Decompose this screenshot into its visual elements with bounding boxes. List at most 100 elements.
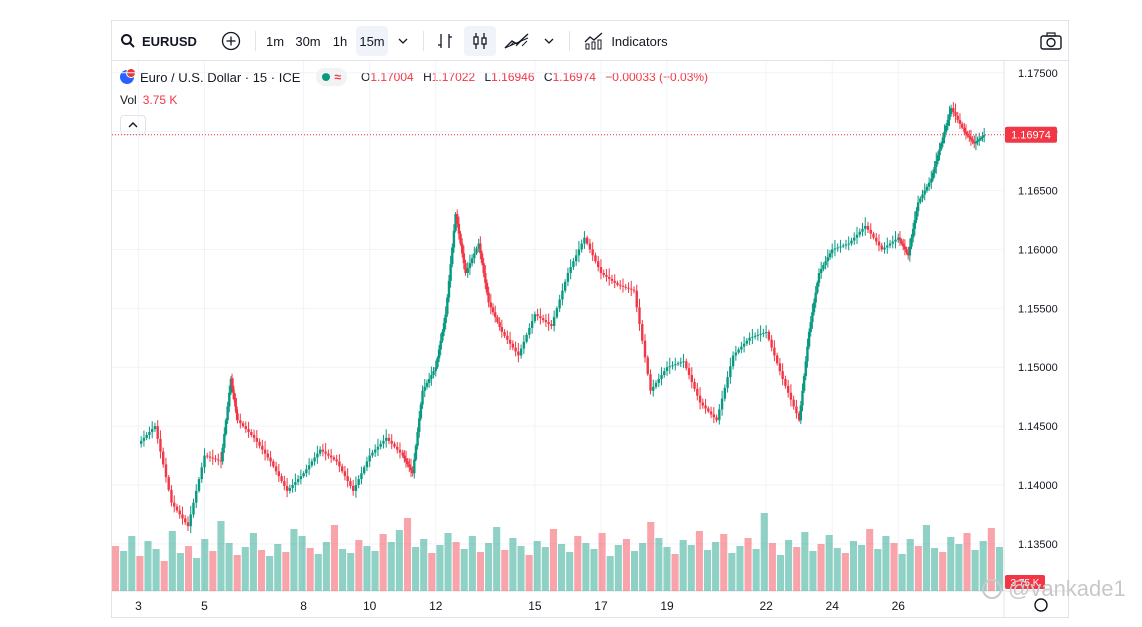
close-key: C bbox=[543, 70, 553, 84]
compare-symbol-button[interactable] bbox=[216, 26, 246, 56]
change-value: −0.00033 (−0.03%) bbox=[605, 70, 709, 84]
candle-body bbox=[799, 405, 803, 421]
search-icon bbox=[121, 34, 135, 48]
volume-bar bbox=[606, 556, 614, 591]
candle-body bbox=[974, 142, 978, 144]
candle-body bbox=[891, 241, 894, 244]
volume-bar bbox=[622, 539, 630, 591]
settings-icon[interactable] bbox=[1034, 598, 1048, 612]
toolbar-separator bbox=[569, 31, 570, 51]
candle-body bbox=[911, 228, 915, 238]
candle-body bbox=[217, 459, 220, 461]
candle-body bbox=[940, 143, 943, 150]
volume-bar bbox=[614, 545, 622, 591]
volume-bar bbox=[598, 533, 606, 591]
candle-body bbox=[219, 460, 223, 462]
candle-body bbox=[789, 392, 793, 400]
chevron-down-icon bbox=[544, 38, 554, 44]
candle-body bbox=[943, 131, 946, 138]
candle-body bbox=[390, 440, 393, 444]
candle-body bbox=[632, 289, 636, 291]
volume-bar bbox=[768, 543, 776, 591]
candle-body bbox=[346, 476, 349, 482]
open-key: O bbox=[360, 70, 371, 84]
candle-body bbox=[908, 246, 912, 256]
interval-30m[interactable]: 30m bbox=[295, 33, 321, 49]
candle-body bbox=[869, 229, 872, 234]
volume-bar bbox=[347, 553, 355, 591]
candle-body bbox=[712, 414, 716, 418]
volume-bar bbox=[485, 543, 493, 591]
candle-body bbox=[411, 470, 414, 474]
candle-body bbox=[522, 341, 526, 349]
market-open-icon bbox=[322, 73, 331, 81]
candle-body bbox=[652, 386, 655, 391]
candle-body bbox=[473, 253, 476, 259]
volume-bar bbox=[776, 555, 785, 591]
candle-body bbox=[844, 244, 848, 246]
candle-body bbox=[181, 514, 184, 519]
candle-body bbox=[797, 413, 801, 421]
volume-bar bbox=[160, 561, 168, 591]
volume-bar bbox=[995, 547, 1003, 591]
candle-body bbox=[591, 249, 594, 256]
candle-body bbox=[826, 257, 830, 262]
candle-body bbox=[291, 485, 294, 488]
candle-body bbox=[439, 340, 442, 350]
volume-bar bbox=[241, 547, 249, 591]
x-tick-label: 5 bbox=[201, 599, 208, 613]
candle-body bbox=[491, 307, 495, 313]
candle-body bbox=[247, 429, 250, 432]
candle-body bbox=[858, 231, 861, 235]
candle-body bbox=[482, 263, 485, 273]
area-style-button[interactable] bbox=[502, 26, 532, 56]
volume-bar bbox=[217, 521, 225, 591]
candle-body bbox=[902, 243, 905, 247]
volume-bar bbox=[744, 538, 752, 591]
interval-1h[interactable]: 1h bbox=[332, 33, 348, 49]
volume-bar bbox=[630, 551, 639, 591]
candle-body bbox=[952, 108, 955, 113]
high-key: H bbox=[423, 70, 432, 84]
candle-body bbox=[723, 387, 727, 399]
volume-axis-label: 3.75 K bbox=[1011, 578, 1040, 589]
candle-body bbox=[897, 237, 900, 240]
candle-body bbox=[933, 167, 936, 173]
candle-body bbox=[235, 406, 238, 414]
volume-bar bbox=[655, 538, 663, 591]
volume-bar bbox=[566, 552, 574, 591]
candle-body bbox=[558, 299, 561, 309]
volume-bar bbox=[493, 527, 501, 591]
chart-type-dropdown[interactable] bbox=[538, 26, 560, 56]
candle-body bbox=[817, 273, 821, 283]
candle-body bbox=[927, 182, 931, 187]
interval-1m[interactable]: 1m bbox=[265, 33, 285, 49]
candle-body bbox=[635, 290, 638, 308]
candle-body bbox=[668, 366, 671, 368]
camera-icon bbox=[1040, 32, 1062, 50]
candle-body bbox=[485, 282, 489, 293]
snapshot-button[interactable] bbox=[1036, 26, 1066, 56]
candle-body bbox=[701, 402, 705, 406]
candle-body bbox=[762, 332, 765, 334]
volume-bar bbox=[825, 535, 833, 591]
indicators-label: Indicators bbox=[611, 33, 668, 49]
interval-dropdown[interactable] bbox=[392, 26, 414, 56]
symbol-search-button[interactable]: EURUSD bbox=[120, 26, 200, 56]
bar-style-button[interactable] bbox=[430, 26, 460, 56]
candle-body bbox=[178, 510, 181, 515]
volume-bar bbox=[590, 549, 598, 591]
volume-bar bbox=[144, 541, 152, 591]
x-tick-label: 8 bbox=[300, 599, 307, 613]
candle-body bbox=[759, 333, 762, 335]
candle-body bbox=[602, 273, 605, 275]
indicators-button[interactable]: Indicators bbox=[578, 26, 674, 56]
price-chart[interactable]: 1.175001.170001.165001.160001.155001.150… bbox=[112, 21, 1068, 617]
candle-body bbox=[698, 395, 702, 403]
candle-style-button[interactable] bbox=[464, 26, 496, 56]
candle-body bbox=[931, 172, 935, 179]
candle-body bbox=[413, 459, 416, 474]
volume-bar bbox=[533, 541, 541, 591]
candle-body bbox=[294, 482, 297, 485]
interval-15m[interactable]: 15m bbox=[356, 26, 388, 56]
